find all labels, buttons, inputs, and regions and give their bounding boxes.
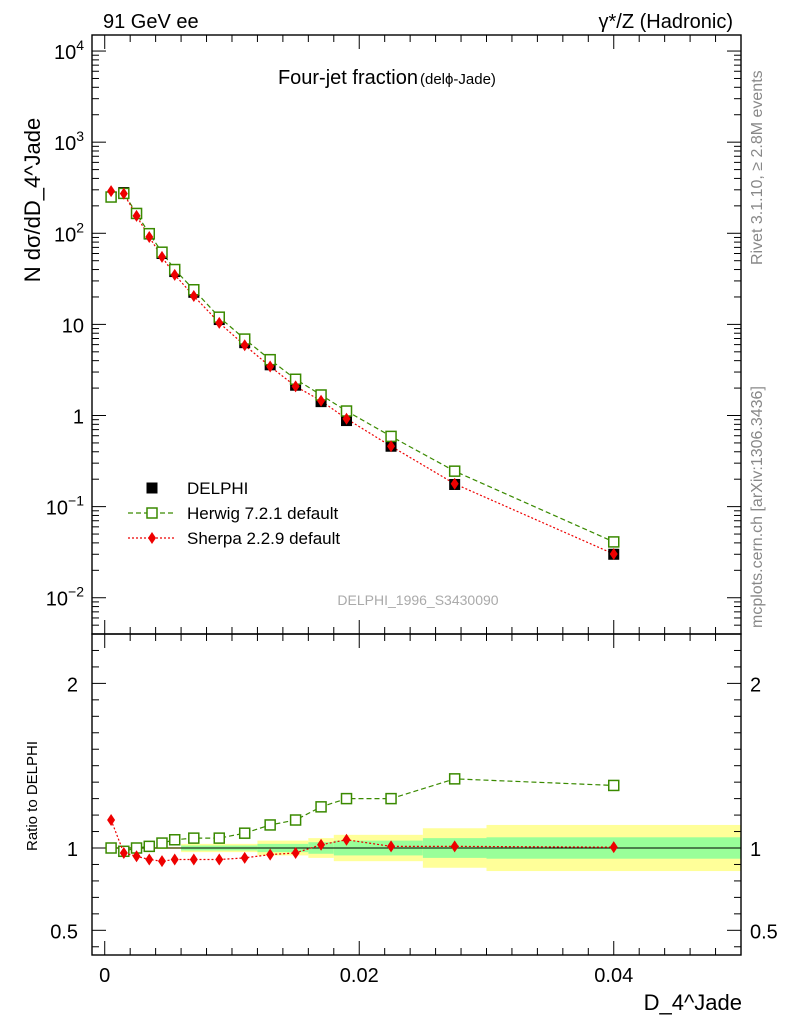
data-point	[215, 316, 224, 329]
ratio-series-line	[110, 819, 614, 862]
data-point	[157, 855, 166, 868]
data-point	[315, 801, 327, 813]
main-series	[105, 185, 620, 561]
ratio-y-tick-label: 2	[750, 674, 761, 696]
ratio-panel: Ratio to DELPHI 0 0.02 0.04 0.5 0.5 1 1 2 2 D_4^…	[24, 634, 778, 1015]
main-y-axis-label: N dσ/dD_4^Jade	[20, 118, 45, 283]
data-point	[385, 430, 397, 443]
data-point	[189, 853, 198, 866]
data-point	[317, 394, 326, 407]
data-point	[157, 250, 166, 263]
data-point	[145, 853, 154, 866]
data-point	[213, 832, 226, 844]
data-point	[143, 840, 156, 853]
data-point	[146, 482, 158, 494]
side-text-top: Rivet 3.1.10, ≥ 2.8M events	[749, 70, 766, 265]
data-point	[266, 360, 275, 373]
series-line	[110, 192, 614, 543]
series-line	[110, 190, 614, 555]
data-point	[107, 185, 116, 198]
data-point	[450, 840, 459, 853]
x-tick-label: 0.02	[340, 965, 379, 987]
data-point	[145, 231, 154, 244]
ratio-y-axis-label: Ratio to DELPHI	[24, 741, 41, 851]
data-point	[240, 851, 249, 864]
analysis-label: DELPHI_1996_S3430090	[337, 592, 498, 608]
data-point	[107, 814, 116, 827]
plot-title: Four-jet fraction	[278, 67, 418, 89]
data-point	[188, 832, 200, 844]
ratio-ticks: 0 0.02 0.04 0.5 0.5 1 1 2 2	[50, 634, 778, 987]
main-y-tick-label: 103	[54, 128, 84, 155]
header-right: γ*/Z (Hadronic)	[599, 11, 733, 33]
data-point	[340, 792, 353, 805]
legend-label: DELPHI	[187, 479, 248, 498]
data-point	[170, 268, 179, 281]
main-y-tick-label: 10−1	[46, 493, 84, 520]
data-point	[607, 536, 620, 548]
data-point	[105, 842, 117, 854]
data-point	[238, 827, 251, 839]
data-point	[146, 507, 158, 519]
data-point	[387, 440, 396, 453]
data-point	[156, 837, 168, 849]
data-point	[291, 380, 300, 393]
data-point	[291, 846, 300, 859]
data-point	[387, 840, 396, 853]
ratio-y-tick-label: 1	[750, 839, 761, 861]
data-point	[119, 846, 128, 859]
data-point	[448, 465, 461, 477]
data-point	[215, 853, 224, 866]
data-point	[132, 209, 141, 222]
ratio-y-tick-label: 0.5	[50, 921, 78, 943]
legend: DELPHI Herwig 7.2.1 default Sherpa 2.2.9 d…	[128, 479, 340, 548]
data-point	[240, 339, 249, 352]
data-point	[448, 773, 461, 785]
main-y-tick-label: 10−2	[46, 584, 84, 611]
ratio-y-tick-label: 0.5	[750, 921, 778, 943]
data-point	[119, 187, 128, 200]
data-point	[450, 477, 459, 490]
legend-label: Herwig 7.2.1 default	[187, 504, 338, 523]
ratio-y-tick-label: 2	[67, 674, 78, 696]
data-point	[609, 548, 618, 561]
main-y-tick-label: 104	[54, 37, 84, 64]
main-panel: Four-jet fraction (delϕ-Jade) DELPHI_199…	[20, 35, 742, 635]
plot-subtitle: (delϕ-Jade)	[420, 71, 496, 88]
data-point	[289, 814, 302, 826]
header-left: 91 GeV ee	[103, 11, 199, 33]
main-y-tick-label: 1	[73, 407, 84, 429]
data-point	[170, 853, 179, 866]
ratio-series-line	[110, 778, 614, 852]
data-point	[342, 833, 351, 846]
data-point	[317, 838, 326, 851]
data-point	[607, 779, 620, 792]
x-tick-label: 0	[99, 965, 110, 987]
legend-label: Sherpa 2.2.9 default	[187, 529, 340, 548]
data-point	[342, 412, 351, 425]
data-point	[385, 792, 397, 805]
data-point	[609, 841, 618, 854]
side-text-bottom: mcplots.cern.ch [arXiv:1306.3436]	[749, 386, 766, 628]
x-tick-label: 0.04	[594, 965, 633, 987]
ratio-frame	[91, 633, 742, 956]
data-point	[189, 289, 198, 302]
data-point	[168, 834, 181, 846]
ratio-series	[105, 773, 620, 868]
data-point	[132, 850, 141, 863]
data-point	[264, 819, 276, 831]
data-point	[148, 532, 156, 544]
main-y-tick-label: 10	[62, 315, 84, 337]
ratio-y-tick-label: 1	[67, 839, 78, 861]
data-point	[266, 848, 275, 861]
x-axis-label: D_4^Jade	[644, 990, 742, 1015]
main-y-tick-label: 102	[54, 219, 84, 246]
